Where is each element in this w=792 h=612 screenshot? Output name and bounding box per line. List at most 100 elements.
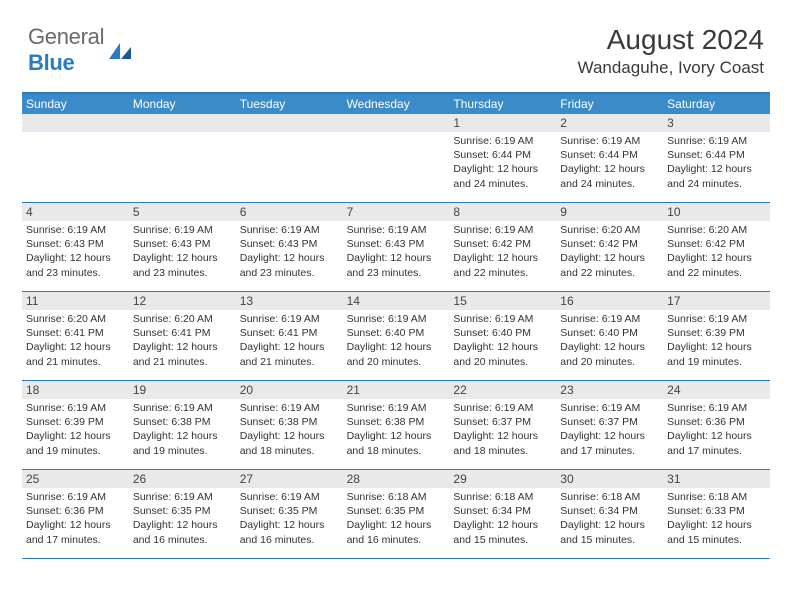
- weekday-header-row: SundayMondayTuesdayWednesdayThursdayFrid…: [22, 94, 770, 114]
- daylight-line: Daylight: 12 hours and 19 minutes.: [667, 340, 766, 368]
- daylight-line: Daylight: 12 hours and 18 minutes.: [347, 429, 446, 457]
- day-cell: 27Sunrise: 6:19 AMSunset: 6:35 PMDayligh…: [236, 470, 343, 558]
- sunrise-line: Sunrise: 6:19 AM: [26, 223, 125, 237]
- day-cell: 3Sunrise: 6:19 AMSunset: 6:44 PMDaylight…: [663, 114, 770, 202]
- sunset-line: Sunset: 6:39 PM: [26, 415, 125, 429]
- day-body: Sunrise: 6:19 AMSunset: 6:38 PMDaylight:…: [236, 399, 343, 462]
- weeks-container: 1Sunrise: 6:19 AMSunset: 6:44 PMDaylight…: [22, 114, 770, 559]
- sunset-line: Sunset: 6:43 PM: [240, 237, 339, 251]
- day-cell: [236, 114, 343, 202]
- day-body: Sunrise: 6:19 AMSunset: 6:44 PMDaylight:…: [449, 132, 556, 195]
- sunrise-line: Sunrise: 6:19 AM: [667, 401, 766, 415]
- week-row: 25Sunrise: 6:19 AMSunset: 6:36 PMDayligh…: [22, 470, 770, 559]
- day-cell: 20Sunrise: 6:19 AMSunset: 6:38 PMDayligh…: [236, 381, 343, 469]
- day-body: Sunrise: 6:19 AMSunset: 6:41 PMDaylight:…: [236, 310, 343, 373]
- logo-word-general: General: [28, 24, 104, 49]
- day-cell: [22, 114, 129, 202]
- daylight-line: Daylight: 12 hours and 16 minutes.: [347, 518, 446, 546]
- day-body: Sunrise: 6:19 AMSunset: 6:36 PMDaylight:…: [663, 399, 770, 462]
- sunrise-line: Sunrise: 6:19 AM: [347, 312, 446, 326]
- sunrise-line: Sunrise: 6:19 AM: [453, 312, 552, 326]
- day-number: 1: [449, 114, 556, 132]
- day-cell: [343, 114, 450, 202]
- day-cell: 26Sunrise: 6:19 AMSunset: 6:35 PMDayligh…: [129, 470, 236, 558]
- day-cell: 2 Sunrise: 6:19 AMSunset: 6:44 PMDaylight…: [556, 114, 663, 202]
- sunrise-line: Sunrise: 6:19 AM: [133, 401, 232, 415]
- day-number: 2: [556, 114, 663, 132]
- day-cell: 30Sunrise: 6:18 AMSunset: 6:34 PMDayligh…: [556, 470, 663, 558]
- day-number: 10: [663, 203, 770, 221]
- sunset-line: Sunset: 6:40 PM: [453, 326, 552, 340]
- day-number: 31: [663, 470, 770, 488]
- day-number-empty: [343, 114, 450, 132]
- day-number: 30: [556, 470, 663, 488]
- day-number: 28: [343, 470, 450, 488]
- title-block: August 2024 Wandaguhe, Ivory Coast: [578, 24, 764, 78]
- day-number: 13: [236, 292, 343, 310]
- daylight-line: Daylight: 12 hours and 20 minutes.: [347, 340, 446, 368]
- day-number: 11: [22, 292, 129, 310]
- sunset-line: Sunset: 6:43 PM: [26, 237, 125, 251]
- daylight-line: Daylight: 12 hours and 24 minutes.: [560, 162, 659, 190]
- day-cell: 23Sunrise: 6:19 AMSunset: 6:37 PMDayligh…: [556, 381, 663, 469]
- day-cell: 29Sunrise: 6:18 AMSunset: 6:34 PMDayligh…: [449, 470, 556, 558]
- day-body: Sunrise: 6:18 AMSunset: 6:35 PMDaylight:…: [343, 488, 450, 551]
- logo-text: General Blue: [28, 24, 104, 76]
- day-body: Sunrise: 6:19 AMSunset: 6:38 PMDaylight:…: [343, 399, 450, 462]
- day-cell: 18Sunrise: 6:19 AMSunset: 6:39 PMDayligh…: [22, 381, 129, 469]
- daylight-line: Daylight: 12 hours and 22 minutes.: [453, 251, 552, 279]
- day-number: 18: [22, 381, 129, 399]
- day-number-empty: [22, 114, 129, 132]
- day-cell: 8Sunrise: 6:19 AMSunset: 6:42 PMDaylight…: [449, 203, 556, 291]
- day-number: 23: [556, 381, 663, 399]
- weekday-sunday: Sunday: [22, 94, 129, 114]
- day-number: 24: [663, 381, 770, 399]
- day-body: Sunrise: 6:20 AMSunset: 6:41 PMDaylight:…: [22, 310, 129, 373]
- daylight-line: Daylight: 12 hours and 18 minutes.: [453, 429, 552, 457]
- sunrise-line: Sunrise: 6:19 AM: [560, 134, 659, 148]
- sunrise-line: Sunrise: 6:19 AM: [667, 312, 766, 326]
- day-body: Sunrise: 6:19 AMSunset: 6:43 PMDaylight:…: [22, 221, 129, 284]
- day-number: 26: [129, 470, 236, 488]
- day-number: 16: [556, 292, 663, 310]
- sunset-line: Sunset: 6:35 PM: [240, 504, 339, 518]
- day-body: Sunrise: 6:20 AMSunset: 6:42 PMDaylight:…: [663, 221, 770, 284]
- sunset-line: Sunset: 6:44 PM: [453, 148, 552, 162]
- daylight-line: Daylight: 12 hours and 23 minutes.: [240, 251, 339, 279]
- sunset-line: Sunset: 6:39 PM: [667, 326, 766, 340]
- daylight-line: Daylight: 12 hours and 23 minutes.: [347, 251, 446, 279]
- sunset-line: Sunset: 6:42 PM: [453, 237, 552, 251]
- day-body: Sunrise: 6:19 AMSunset: 6:40 PMDaylight:…: [343, 310, 450, 373]
- daylight-line: Daylight: 12 hours and 23 minutes.: [26, 251, 125, 279]
- day-body: Sunrise: 6:19 AMSunset: 6:40 PMDaylight:…: [449, 310, 556, 373]
- day-body: Sunrise: 6:19 AMSunset: 6:43 PMDaylight:…: [343, 221, 450, 284]
- day-cell: [129, 114, 236, 202]
- day-number: 22: [449, 381, 556, 399]
- day-number: 15: [449, 292, 556, 310]
- day-number-empty: [236, 114, 343, 132]
- sunset-line: Sunset: 6:33 PM: [667, 504, 766, 518]
- sunset-line: Sunset: 6:43 PM: [133, 237, 232, 251]
- day-cell: 17Sunrise: 6:19 AMSunset: 6:39 PMDayligh…: [663, 292, 770, 380]
- sunset-line: Sunset: 6:40 PM: [347, 326, 446, 340]
- day-number: 12: [129, 292, 236, 310]
- day-body: Sunrise: 6:19 AMSunset: 6:38 PMDaylight:…: [129, 399, 236, 462]
- day-number: 5: [129, 203, 236, 221]
- day-cell: 7Sunrise: 6:19 AMSunset: 6:43 PMDaylight…: [343, 203, 450, 291]
- header: General Blue August 2024 Wandaguhe, Ivor…: [0, 0, 792, 92]
- daylight-line: Daylight: 12 hours and 21 minutes.: [133, 340, 232, 368]
- sunset-line: Sunset: 6:42 PM: [560, 237, 659, 251]
- day-cell: 15Sunrise: 6:19 AMSunset: 6:40 PMDayligh…: [449, 292, 556, 380]
- sunrise-line: Sunrise: 6:20 AM: [26, 312, 125, 326]
- daylight-line: Daylight: 12 hours and 16 minutes.: [133, 518, 232, 546]
- sunset-line: Sunset: 6:44 PM: [560, 148, 659, 162]
- day-body: Sunrise: 6:19 AMSunset: 6:39 PMDaylight:…: [22, 399, 129, 462]
- daylight-line: Daylight: 12 hours and 24 minutes.: [667, 162, 766, 190]
- day-number: 19: [129, 381, 236, 399]
- sunrise-line: Sunrise: 6:19 AM: [560, 401, 659, 415]
- day-body: Sunrise: 6:19 AMSunset: 6:37 PMDaylight:…: [556, 399, 663, 462]
- daylight-line: Daylight: 12 hours and 19 minutes.: [26, 429, 125, 457]
- day-cell: 22Sunrise: 6:19 AMSunset: 6:37 PMDayligh…: [449, 381, 556, 469]
- sunset-line: Sunset: 6:35 PM: [133, 504, 232, 518]
- day-number: 27: [236, 470, 343, 488]
